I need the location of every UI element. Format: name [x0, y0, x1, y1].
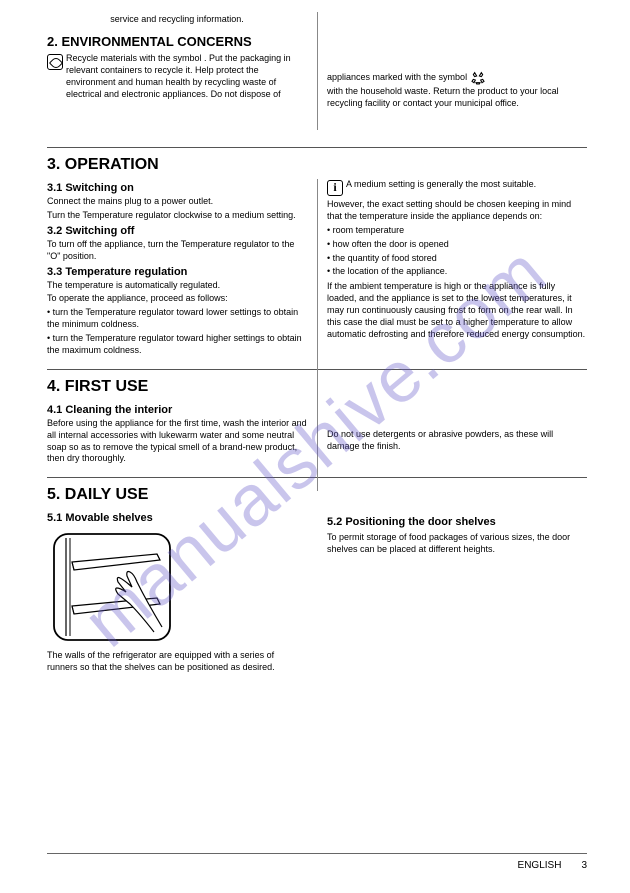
footer-language: ENGLISH [518, 860, 562, 871]
op-p4: The temperature is automatically regulat… [47, 280, 307, 292]
op-li6: • the location of the appliance. [327, 266, 587, 278]
op-p7: If the ambient temperature is high or th… [327, 281, 587, 340]
du-p1: The walls of the refrigerator are equipp… [47, 650, 307, 674]
leaf-icon [47, 54, 63, 70]
temp-regulation-heading: 3.3 Temperature regulation [47, 266, 307, 278]
op-li2: • turn the Temperature regulator toward … [47, 333, 307, 357]
footer-page-number: 3 [581, 860, 587, 871]
op-p1: Connect the mains plug to a power outlet… [47, 196, 307, 208]
recycle-icon [470, 70, 486, 86]
op-li5: • the quantity of food stored [327, 253, 587, 265]
switching-off-heading: 3.2 Switching off [47, 225, 307, 237]
op-li4: • how often the door is opened [327, 239, 587, 251]
switching-on-heading: 3.1 Switching on [47, 182, 307, 194]
op-p6: However, the exact setting should be cho… [327, 199, 587, 223]
op-li1: • turn the Temperature regulator toward … [47, 307, 307, 331]
du-p2: To permit storage of food packages of va… [327, 532, 587, 556]
env-right-p1: appliances marked with the symbol [327, 72, 467, 82]
daily-use-heading: 5. DAILY USE [47, 486, 587, 504]
first-use-heading: 4. FIRST USE [47, 378, 587, 396]
service-line: service and recycling information. [47, 14, 307, 26]
fu-p2: Do not use detergents or abrasive powder… [327, 429, 587, 453]
footer-divider [47, 853, 587, 854]
env-left-para: Recycle materials with the symbol . Put … [66, 53, 307, 101]
env-right-p2: with the household waste. Return the pro… [327, 86, 587, 110]
op-info: A medium setting is generally the most s… [346, 179, 587, 191]
shelf-illustration [52, 532, 307, 642]
op-p3: To turn off the appliance, turn the Temp… [47, 239, 307, 263]
cleaning-interior-heading: 4.1 Cleaning the interior [47, 404, 307, 416]
door-shelves-heading: 5.2 Positioning the door shelves [327, 516, 587, 528]
divider [47, 147, 587, 148]
environmental-heading: 2. ENVIRONMENTAL CONCERNS [47, 34, 307, 49]
operation-heading: 3. OPERATION [47, 156, 587, 174]
op-li3: • room temperature [327, 225, 587, 237]
info-icon [327, 180, 343, 196]
fu-p1: Before using the appliance for the first… [47, 418, 307, 466]
op-p2: Turn the Temperature regulator clockwise… [47, 210, 307, 222]
op-p5: To operate the appliance, proceed as fol… [47, 293, 307, 305]
movable-shelves-heading: 5.1 Movable shelves [47, 512, 307, 524]
